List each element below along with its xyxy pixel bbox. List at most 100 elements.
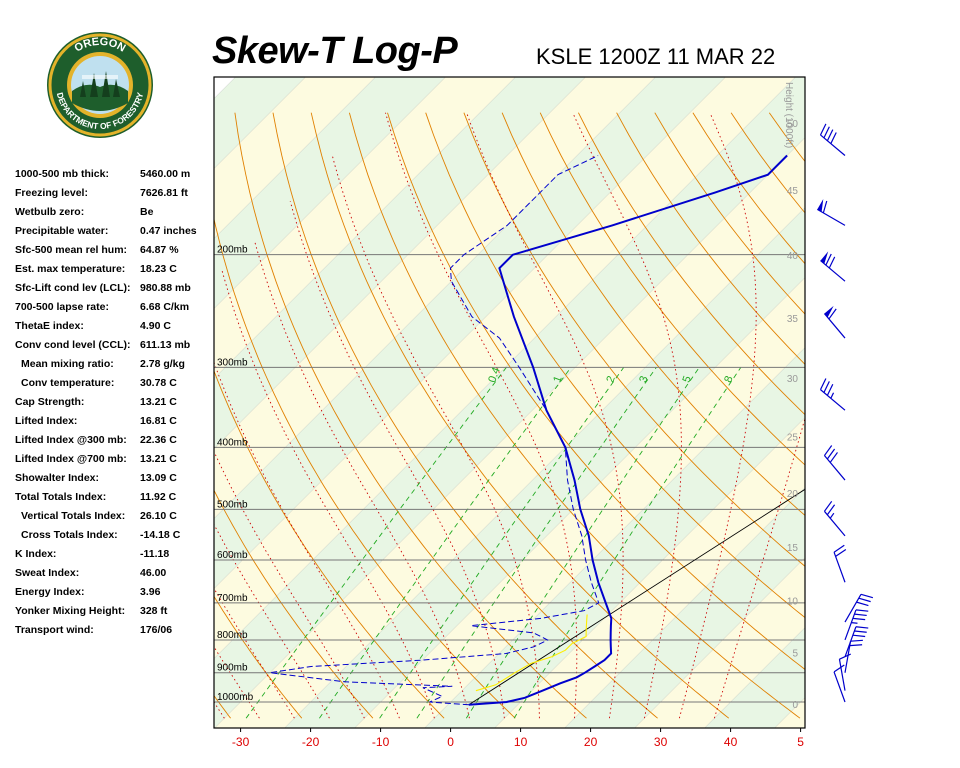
wind-barb-staff bbox=[820, 134, 846, 156]
index-value: 30.78 C bbox=[140, 377, 177, 389]
wind-barbs bbox=[816, 123, 874, 703]
background-grid bbox=[214, 77, 960, 728]
wind-barb-flag bbox=[824, 305, 834, 318]
index-label: Showalter Index: bbox=[15, 472, 100, 484]
wind-barb-feather bbox=[854, 630, 867, 633]
isotherm-line bbox=[214, 77, 586, 449]
wind-barb-feather bbox=[819, 123, 827, 136]
wind-barb bbox=[819, 378, 846, 411]
wind-barb-feather bbox=[849, 644, 863, 647]
dry-adiabat bbox=[214, 217, 516, 719]
index-value: 46.00 bbox=[140, 567, 167, 579]
pressure-label: 700mb bbox=[217, 593, 248, 604]
index-label: Cap Strength: bbox=[15, 396, 85, 408]
index-row: Yonker Mixing Height: 328 ft bbox=[15, 605, 215, 624]
index-value: 26.10 C bbox=[140, 510, 177, 522]
wind-barb-staff bbox=[820, 260, 846, 282]
dry-adiabat bbox=[501, 112, 805, 517]
wind-barb-feather bbox=[856, 601, 869, 607]
index-row: Mean mixing ratio: 2.78 g/kg bbox=[15, 358, 215, 377]
plot-frame bbox=[213, 76, 806, 729]
index-row: K Index: -11.18 bbox=[15, 548, 215, 567]
wind-barb-feather bbox=[819, 378, 827, 390]
index-value: 13.21 C bbox=[140, 453, 177, 465]
isotherm-line bbox=[214, 77, 446, 309]
moist-adiabat bbox=[214, 523, 330, 719]
temp-tick-label: -20 bbox=[302, 735, 320, 749]
index-value: 5460.00 m bbox=[140, 168, 191, 180]
moist-adiabat bbox=[214, 587, 295, 719]
wind-barb bbox=[833, 664, 846, 703]
sounding-series bbox=[269, 154, 805, 706]
index-value: 611.13 mb bbox=[140, 339, 191, 351]
index-label: Mean mixing ratio: bbox=[21, 358, 114, 370]
index-row: Energy Index: 3.96 bbox=[15, 586, 215, 605]
moist-adiabat bbox=[220, 268, 435, 719]
wind-barb-feather bbox=[829, 452, 838, 463]
index-label: Conv cond level (CCL): bbox=[15, 339, 131, 351]
index-value: 13.09 C bbox=[140, 472, 177, 484]
mixing-ratio-line bbox=[319, 367, 572, 719]
dry-adiabat bbox=[234, 112, 587, 719]
mixing-ratio-label: 1 bbox=[551, 374, 564, 384]
index-row: Lifted Index @700 mb: 13.21 C bbox=[15, 453, 215, 472]
wind-barb-feather bbox=[823, 381, 830, 393]
height-tick-label: 45 bbox=[787, 186, 799, 197]
index-row: Cross Totals Index: -14.18 C bbox=[15, 529, 215, 548]
wind-barb-staff bbox=[844, 594, 862, 623]
pressure-label: 900mb bbox=[217, 663, 248, 674]
index-value: 11.92 C bbox=[140, 491, 177, 503]
index-value: 3.96 bbox=[140, 586, 161, 598]
wind-barb bbox=[844, 626, 869, 658]
wind-barb-feather bbox=[852, 617, 866, 621]
dry-adiabat bbox=[807, 113, 960, 719]
index-value: 176/06 bbox=[140, 624, 173, 636]
index-row: Conv cond level (CCL): 611.13 mb bbox=[15, 339, 215, 358]
wind-barb-half-feather bbox=[829, 512, 835, 519]
dry-adiabat bbox=[539, 112, 805, 466]
isotherm-line bbox=[214, 77, 726, 589]
index-label: Lifted Index: bbox=[15, 415, 78, 427]
wind-barb-feather bbox=[826, 384, 834, 396]
wind-barb bbox=[820, 251, 846, 282]
index-label: Sfc-Lift cond lev (LCL): bbox=[15, 282, 131, 294]
height-tick-label: 40 bbox=[787, 251, 799, 262]
index-value: 7626.81 ft bbox=[140, 187, 188, 199]
index-row: Sfc-500 mean rel hum: 64.87 % bbox=[15, 244, 215, 263]
index-label: Precipitable water: bbox=[15, 225, 109, 237]
index-value: 4.90 C bbox=[140, 320, 171, 332]
mixing-ratio-line bbox=[465, 367, 700, 719]
moist-adiabat bbox=[214, 450, 365, 719]
index-row: Lifted Index @300 mb: 22.36 C bbox=[15, 434, 215, 453]
dry-adiabat bbox=[425, 112, 805, 619]
moist-adiabat bbox=[713, 416, 805, 719]
dry-adiabat bbox=[348, 112, 801, 719]
index-value: Be bbox=[140, 206, 154, 218]
wind-barb-feather bbox=[833, 544, 845, 553]
temp-tick-label: 30 bbox=[654, 735, 668, 749]
index-label: Freezing level: bbox=[15, 187, 88, 199]
moist-adiabat bbox=[289, 201, 505, 719]
temp-tick-label: 40 bbox=[724, 735, 738, 749]
temp-tick-label: 5 bbox=[797, 735, 804, 749]
wind-barb-feather bbox=[835, 549, 847, 557]
index-row: Total Totals Index: 11.92 C bbox=[15, 491, 215, 510]
height-tick-label: 15 bbox=[787, 543, 799, 554]
wind-barb-feather bbox=[822, 200, 828, 214]
wind-barb bbox=[823, 305, 846, 339]
height-tick-label: 50 bbox=[787, 119, 799, 130]
dry-adiabat bbox=[214, 595, 303, 719]
height-tick-label: 30 bbox=[787, 374, 799, 385]
height-tick-label: 20 bbox=[787, 489, 799, 500]
wind-barb-flag bbox=[820, 251, 829, 264]
moist-adiabat bbox=[331, 155, 540, 719]
wind-barb-staff bbox=[823, 510, 846, 537]
height-axis-title: Height (1000ft) bbox=[783, 82, 794, 148]
index-label: Total Totals Index: bbox=[15, 491, 107, 503]
height-tick-label: 25 bbox=[787, 432, 799, 443]
index-row: Sfc-Lift cond lev (LCL): 980.88 mb bbox=[15, 282, 215, 301]
index-row: Wetbulb zero: Be bbox=[15, 206, 215, 225]
mixing-ratio-label: 0.4 bbox=[486, 366, 503, 384]
index-value: 64.87 % bbox=[140, 244, 179, 256]
